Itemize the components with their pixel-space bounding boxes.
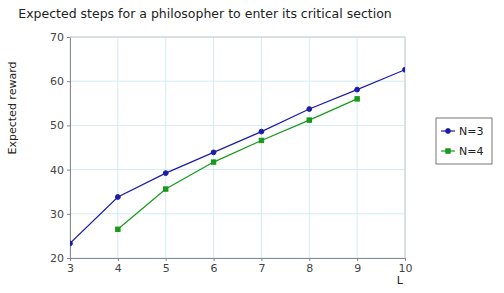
- tick-label: 6: [211, 262, 218, 275]
- data-point: [211, 150, 216, 155]
- axis-line: [71, 259, 406, 262]
- data-point: [403, 67, 405, 72]
- tick-mark: [405, 258, 406, 261]
- series-line: [118, 99, 357, 229]
- tick: 70: [50, 31, 70, 44]
- tick-mark: [67, 170, 70, 171]
- grid-line-y: [70, 125, 405, 126]
- tick-mark: [118, 258, 119, 261]
- data-point: [211, 160, 215, 164]
- tick-label: 10: [399, 262, 413, 275]
- chart: 3 4 5 6 7 8 9 10 20 30 40 50 60 70 Expected steps for …: [0, 0, 504, 293]
- tick-mark: [67, 81, 70, 82]
- x-axis: 3 4 5 6 7 8 9 10: [67, 258, 413, 275]
- tick-label: 40: [50, 164, 64, 177]
- tick-mark: [261, 258, 262, 261]
- tick-mark: [166, 258, 167, 261]
- tick-label: 60: [50, 75, 64, 88]
- axis-line: [67, 38, 71, 259]
- tick: 3: [67, 258, 74, 275]
- tick: 7: [258, 258, 265, 275]
- grid-line-x: [117, 37, 118, 258]
- tick-label: 3: [67, 262, 74, 275]
- tick-mark: [67, 37, 70, 38]
- grid-line-x: [261, 37, 262, 258]
- tick: 8: [306, 258, 313, 275]
- tick-label: 8: [306, 262, 313, 275]
- legend: N=3 N=4: [436, 118, 492, 164]
- tick: 20: [50, 252, 70, 265]
- tick-label: 5: [163, 262, 170, 275]
- tick-mark: [309, 258, 310, 261]
- tick: 6: [211, 258, 218, 275]
- tick-mark: [67, 214, 70, 215]
- data-point: [355, 87, 360, 92]
- grid-line-y: [70, 213, 405, 214]
- data-point: [115, 195, 120, 200]
- legend-marker: [446, 149, 450, 153]
- x-axis-title: L: [397, 274, 404, 287]
- tick-mark: [67, 125, 70, 126]
- grid-line-x: [357, 37, 358, 258]
- tick-label: 7: [258, 262, 265, 275]
- data-point: [164, 187, 168, 191]
- tick: 40: [50, 164, 70, 177]
- legend-box: [436, 118, 492, 164]
- grid-line-y: [70, 169, 405, 170]
- tick-label: 30: [50, 208, 64, 221]
- data-point: [70, 241, 72, 246]
- tick-label: 4: [115, 262, 122, 275]
- tick-mark: [357, 258, 358, 261]
- legend-label: N=3: [459, 125, 483, 138]
- tick: 5: [163, 258, 170, 275]
- data-point: [307, 107, 312, 112]
- tick: 9: [354, 258, 361, 275]
- grid-line-x: [309, 37, 310, 258]
- tick-label: 70: [50, 31, 64, 44]
- tick: 30: [50, 208, 70, 221]
- y-axis-title: Expected reward: [6, 62, 19, 155]
- tick-label: 50: [50, 119, 64, 132]
- grid-line-y: [70, 81, 405, 82]
- plot-frame: [70, 37, 405, 258]
- data-point: [259, 129, 264, 134]
- grid: [70, 37, 405, 258]
- legend-label: N=4: [459, 145, 483, 158]
- data-point: [355, 97, 359, 101]
- tick: 50: [50, 119, 70, 132]
- data-point: [116, 227, 120, 231]
- title: Expected steps for a philosopher to ente…: [18, 6, 391, 21]
- plot-marks: [70, 67, 405, 246]
- y-axis: 20 30 40 50 60 70: [50, 31, 71, 265]
- grid-line-x: [213, 37, 214, 258]
- series-line: [70, 70, 405, 244]
- data-point: [259, 138, 263, 142]
- legend-marker: [446, 129, 451, 134]
- data-point: [307, 118, 311, 122]
- tick: 4: [115, 258, 122, 275]
- data-point: [163, 171, 168, 176]
- tick-label: 20: [50, 252, 64, 265]
- tick-label: 9: [354, 262, 361, 275]
- tick-mark: [67, 258, 70, 259]
- plot-area: [70, 37, 405, 258]
- tick: 60: [50, 75, 70, 88]
- tick-mark: [214, 258, 215, 261]
- tick: 10: [399, 258, 413, 275]
- grid-line-x: [165, 37, 166, 258]
